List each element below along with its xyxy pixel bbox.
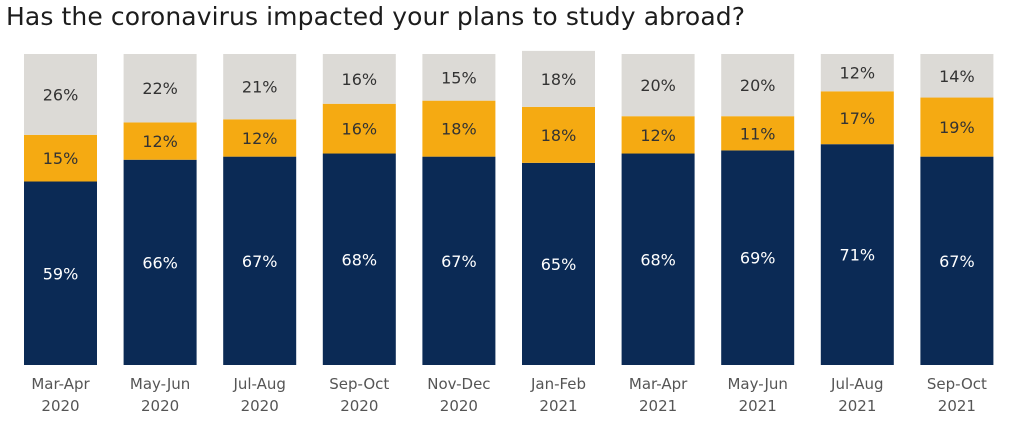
bar-group: 67% 19% 14% Sep-Oct 2021 [920,54,994,415]
data-label: 65% [541,255,577,274]
bar-segment-middle [920,97,994,157]
bar-segment-middle [24,134,97,182]
bar-segment-top [621,54,695,117]
data-label: 59% [43,264,79,283]
bar-segment-bottom [422,156,496,365]
data-label: 17% [840,109,876,128]
bar-segment-bottom [621,153,695,365]
bar-segment-top [422,54,496,101]
data-label: 18% [541,126,577,145]
data-label: 66% [142,253,178,272]
bar-group: 68% 12% 20% Mar-Apr 2021 [621,54,695,415]
x-tick-label-year: 2020 [440,397,478,415]
x-tick-label: May-Jun [130,375,190,393]
data-label: 12% [142,132,178,151]
bar-segment-middle [123,122,197,160]
bar-segment-top [223,54,297,120]
bar-segment-middle [820,91,894,145]
data-label: 20% [640,76,676,95]
x-tick-label-year: 2021 [739,397,777,415]
data-label: 68% [342,250,378,269]
x-tick-label: Jul-Aug [830,375,883,393]
x-tick-label-year: 2020 [141,397,179,415]
x-tick-label-year: 2021 [838,397,876,415]
bar-group: 68% 16% 16% Sep-Oct 2020 [322,54,396,415]
x-tick-label-year: 2020 [340,397,378,415]
data-label: 21% [242,78,278,97]
x-tick-label: Sep-Oct [927,375,987,393]
bar-group: 67% 12% 21% Jul-Aug 2020 [223,54,297,415]
bar-segment-middle [322,103,396,154]
bar-segment-bottom [123,159,197,365]
x-tick-label-year: 2021 [539,397,577,415]
data-label: 22% [142,79,178,98]
bar-segment-bottom [522,162,595,365]
data-label: 68% [640,250,676,269]
data-label: 26% [43,85,79,104]
bar-segment-middle [522,106,595,163]
x-tick-label: Mar-Apr [629,375,688,393]
data-label: 15% [43,149,79,168]
bar-segment-top [820,54,894,92]
bar-segment-middle [422,100,496,157]
x-tick-label-year: 2020 [241,397,279,415]
data-label: 12% [640,126,676,145]
bar-segment-middle [223,119,297,157]
x-tick-label: Jan-Feb [530,375,586,393]
data-label: 71% [840,246,876,265]
bar-segment-middle [721,116,795,151]
x-tick-label: Mar-Apr [31,375,90,393]
x-tick-label: Sep-Oct [329,375,389,393]
data-label: 67% [242,252,278,271]
x-tick-label-year: 2020 [41,397,79,415]
chart-title: Has the coronavirus impacted your plans … [6,2,746,31]
bar-group: 65% 18% 18% Jan-Feb 2021 [522,50,595,415]
bar-segment-top [322,54,396,104]
x-tick-label-year: 2021 [938,397,976,415]
bar-segment-top [24,54,97,135]
data-label: 14% [939,67,975,86]
data-label: 20% [740,76,776,95]
bar-group: 66% 12% 22% May-Jun 2020 [123,54,197,415]
data-label: 16% [342,120,378,139]
data-label: 12% [242,129,278,148]
bar-group: 67% 18% 15% Nov-Dec 2020 [422,54,496,415]
bar-segment-bottom [322,153,396,365]
bar-segment-top [721,54,795,117]
data-label: 69% [740,249,776,268]
bar-segment-bottom [721,150,795,365]
bar-segment-bottom [223,156,297,365]
data-label: 18% [541,70,577,89]
data-label: 19% [939,118,975,137]
x-tick-label: May-Jun [727,375,787,393]
data-label: 18% [441,120,477,139]
x-tick-label: Nov-Dec [427,375,490,393]
bar-group: 59% 15% 26% Mar-Apr 2020 [24,54,97,415]
data-label: 15% [441,68,477,87]
bar-segment-top [522,50,595,107]
data-label: 67% [441,252,477,271]
bar-segment-top [123,54,197,123]
bar-segment-top [920,54,994,98]
bar-group: 71% 17% 12% Jul-Aug 2021 [820,54,894,415]
bar-segment-bottom [24,181,97,365]
x-tick-label-year: 2021 [639,397,677,415]
data-label: 11% [740,124,776,143]
bar-segment-bottom [820,144,894,365]
data-label: 67% [939,252,975,271]
bar-group: 69% 11% 20% May-Jun 2021 [721,54,795,415]
data-label: 16% [342,70,378,89]
bar-segment-middle [621,116,695,154]
x-tick-label: Jul-Aug [232,375,285,393]
bar-segment-bottom [920,156,994,365]
data-label: 12% [840,64,876,83]
